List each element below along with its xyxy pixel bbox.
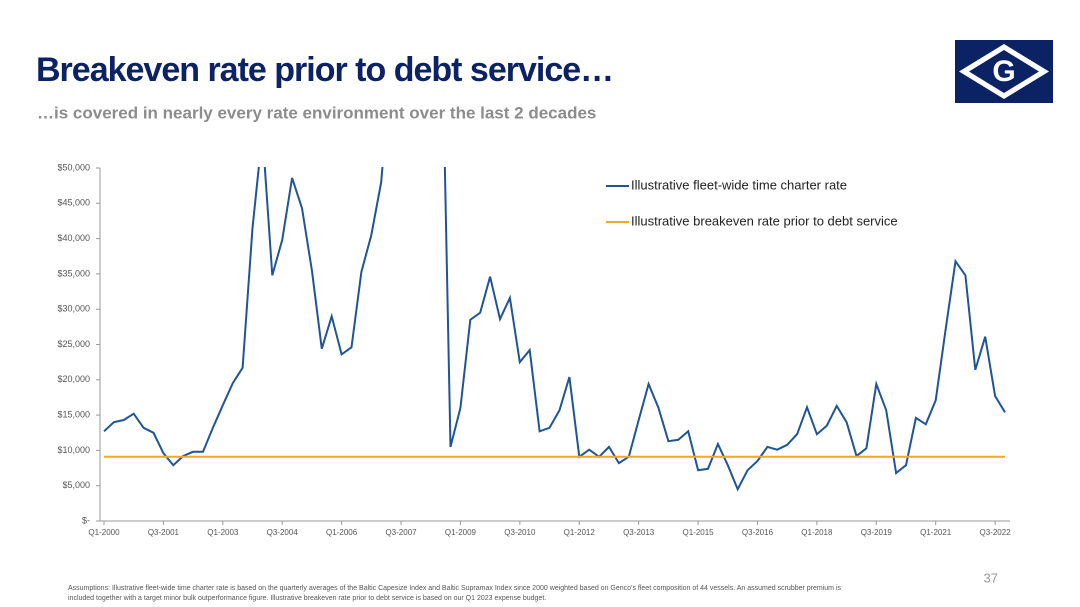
y-tick-label: $-: [82, 515, 90, 525]
legend-label: Illustrative breakeven rate prior to deb…: [631, 213, 898, 228]
y-tick-label: $45,000: [57, 198, 90, 208]
x-tick-label: Q1-2018: [801, 528, 833, 537]
y-tick-label: $30,000: [57, 304, 90, 314]
x-tick-label: Q1-2000: [88, 528, 120, 537]
x-tick-label: Q3-2019: [861, 528, 893, 537]
x-tick-label: Q3-2001: [148, 528, 180, 537]
footnote: Assumptions: Illustrative fleet-wide tim…: [68, 585, 841, 592]
logo-diamond-inner: [969, 50, 1039, 93]
x-tick-label: Q1-2015: [682, 528, 714, 537]
subtitle: …is covered in nearly every rate environ…: [37, 103, 596, 122]
y-tick-label: $5,000: [62, 480, 90, 490]
y-tick-label: $10,000: [57, 445, 90, 455]
y-tick-label: $35,000: [57, 268, 90, 278]
x-tick-label: Q3-2016: [742, 528, 774, 537]
logo-letter: G: [992, 55, 1015, 88]
y-tick-label: $25,000: [57, 339, 90, 349]
x-tick-label: Q1-2012: [564, 528, 596, 537]
title: Breakeven rate prior to debt service…: [36, 51, 613, 89]
page-number: 37: [984, 570, 998, 585]
x-tick-label: Q3-2007: [385, 528, 417, 537]
x-tick-label: Q1-2003: [207, 528, 239, 537]
x-tick-label: Q3-2013: [623, 528, 655, 537]
x-tick-label: Q3-2022: [980, 528, 1012, 537]
x-tick-label: Q1-2009: [445, 528, 477, 537]
x-tick-label: Q1-2021: [920, 528, 952, 537]
legend-label: Illustrative fleet-wide time charter rat…: [631, 177, 847, 192]
data-line: [103, 167, 1006, 492]
x-tick-label: Q3-2004: [267, 528, 299, 537]
x-tick-label: Q1-2006: [326, 528, 358, 537]
footnote: included together with a target minor bu…: [68, 595, 546, 602]
logo: G: [955, 40, 1053, 103]
y-tick-label: $50,000: [57, 162, 90, 172]
y-tick-label: $20,000: [57, 374, 90, 384]
y-tick-label: $15,000: [57, 409, 90, 419]
x-tick-label: Q3-2010: [504, 528, 536, 537]
y-tick-label: $40,000: [57, 233, 90, 243]
